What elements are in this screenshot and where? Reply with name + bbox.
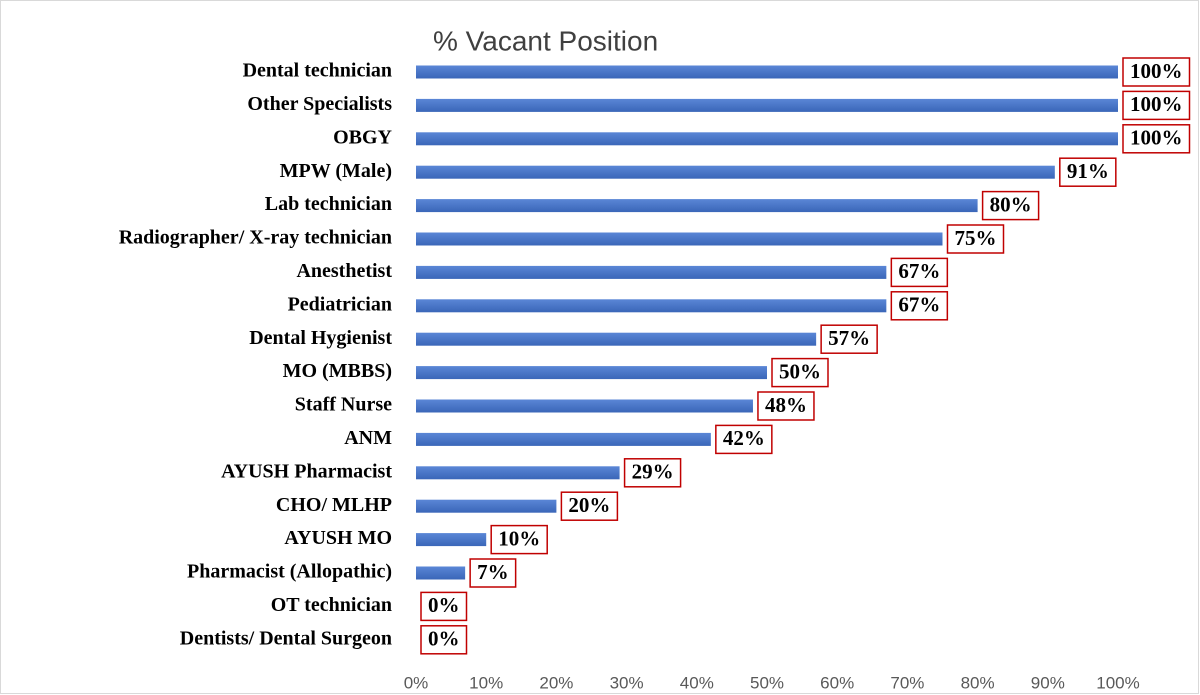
value-label: 50% bbox=[779, 359, 821, 383]
value-label-box bbox=[757, 391, 815, 421]
category-label: AYUSH MO bbox=[284, 527, 392, 549]
bar bbox=[416, 299, 887, 313]
value-label: 91% bbox=[1067, 159, 1109, 183]
bar bbox=[416, 132, 1118, 146]
bar bbox=[416, 65, 1118, 79]
value-label-box bbox=[1122, 90, 1191, 121]
value-label-box bbox=[420, 625, 468, 655]
bar bbox=[416, 366, 767, 380]
value-label-box bbox=[560, 491, 619, 521]
bar bbox=[416, 98, 1118, 112]
value-label: 80% bbox=[990, 192, 1032, 216]
bar bbox=[416, 499, 557, 513]
value-label: 20% bbox=[568, 493, 610, 517]
category-label: Staff Nurse bbox=[295, 394, 392, 416]
x-tick-label: 70% bbox=[890, 673, 924, 692]
category-label: OT technician bbox=[271, 594, 392, 616]
value-label-box bbox=[890, 257, 949, 288]
x-tick-label: 80% bbox=[961, 673, 995, 692]
value-label: 75% bbox=[955, 226, 997, 250]
x-tick-label: 40% bbox=[680, 673, 714, 692]
bar bbox=[416, 566, 466, 580]
category-label: Dental Hygienist bbox=[249, 327, 392, 349]
chart-title: % Vacant Position bbox=[433, 25, 658, 56]
value-label: 67% bbox=[898, 259, 940, 283]
bar bbox=[416, 165, 1055, 179]
bar bbox=[416, 533, 487, 547]
bar bbox=[416, 265, 887, 279]
value-label-box bbox=[420, 591, 468, 622]
value-label-box bbox=[890, 291, 949, 321]
value-label: 48% bbox=[765, 393, 807, 417]
category-label: Lab technician bbox=[265, 193, 392, 215]
category-label: AYUSH Pharmacist bbox=[221, 460, 392, 482]
category-label: ANM bbox=[344, 427, 392, 449]
bar bbox=[416, 466, 620, 480]
x-tick-label: 0% bbox=[404, 673, 429, 692]
bar bbox=[416, 432, 711, 446]
bar bbox=[416, 332, 817, 346]
category-label: Radiographer/ X-ray technician bbox=[119, 227, 392, 249]
value-label-box bbox=[715, 424, 773, 455]
value-label: 29% bbox=[632, 460, 674, 484]
category-label: OBGY bbox=[333, 126, 392, 148]
x-tick-label: 30% bbox=[610, 673, 644, 692]
value-label: 57% bbox=[828, 326, 870, 350]
value-label-box bbox=[771, 357, 829, 388]
category-label: CHO/ MLHP bbox=[276, 494, 392, 516]
value-label: 67% bbox=[898, 293, 940, 317]
category-label: Pharmacist (Allopathic) bbox=[187, 561, 392, 583]
value-label-box bbox=[490, 524, 548, 555]
x-tick-label: 10% bbox=[469, 673, 503, 692]
x-tick-label: 90% bbox=[1031, 673, 1065, 692]
bar bbox=[416, 399, 753, 413]
value-label: 0% bbox=[428, 593, 460, 617]
value-label-box bbox=[1122, 124, 1191, 154]
value-label: 0% bbox=[428, 627, 460, 651]
value-label: 42% bbox=[723, 426, 765, 450]
value-label: 10% bbox=[498, 526, 540, 550]
value-label-box bbox=[469, 558, 517, 588]
category-label: Pediatrician bbox=[288, 293, 392, 315]
bar bbox=[416, 199, 978, 213]
category-label: Dentists/ Dental Surgeon bbox=[180, 627, 392, 649]
category-label: Anesthetist bbox=[296, 260, 392, 282]
category-label: Dental technician bbox=[243, 60, 392, 82]
category-label: Other Specialists bbox=[247, 93, 392, 115]
bar bbox=[416, 232, 943, 246]
x-tick-label: 50% bbox=[750, 673, 784, 692]
category-label: MO (MBBS) bbox=[283, 360, 392, 382]
value-label-box bbox=[820, 324, 878, 354]
x-tick-label: 20% bbox=[539, 673, 573, 692]
value-label-box bbox=[946, 224, 1005, 254]
category-label: MPW (Male) bbox=[280, 160, 392, 182]
x-tick-label: 60% bbox=[820, 673, 854, 692]
value-label: 100% bbox=[1130, 92, 1183, 116]
value-label: 100% bbox=[1130, 126, 1183, 150]
x-tick-label: 100% bbox=[1096, 673, 1139, 692]
value-label-box bbox=[981, 190, 1040, 221]
value-label-box bbox=[1122, 57, 1191, 87]
value-label-box bbox=[1059, 157, 1117, 187]
value-label: 7% bbox=[477, 560, 509, 584]
value-label-box bbox=[623, 458, 682, 488]
value-label: 100% bbox=[1130, 59, 1183, 83]
